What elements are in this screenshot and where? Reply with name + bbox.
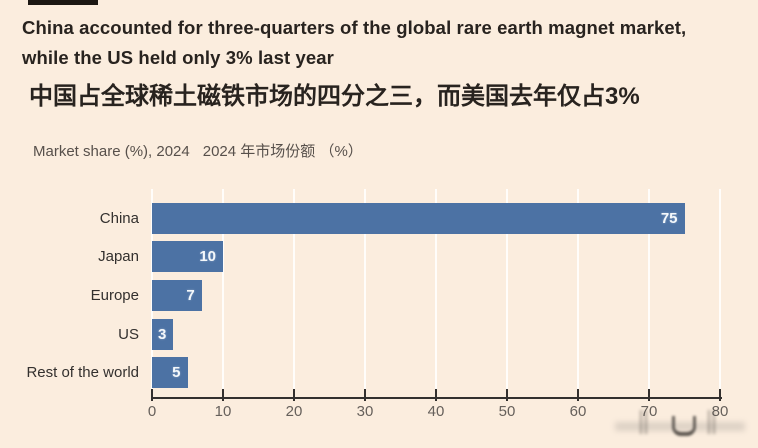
top-marker-bar [28, 0, 98, 5]
x-axis-tick [506, 389, 508, 401]
gridline-40 [435, 189, 437, 397]
x-axis-tick-label: 80 [711, 403, 729, 420]
bar-europe: 7 [152, 279, 202, 311]
category-label: Rest of the world [26, 364, 139, 382]
chart-subtitle-zh: 2024 年市场份额 （%） [202, 143, 363, 160]
x-axis-tick [364, 389, 366, 401]
x-axis-tick [577, 389, 579, 401]
value-label: 75 [660, 209, 678, 227]
chart-title-en: China accounted for three-quarters of th… [22, 13, 686, 73]
x-axis-tick-label: 10 [214, 403, 232, 420]
bar-chart: China 75 Japan 10 Europe 7 US 3 Rest of the worl… [0, 189, 758, 439]
gridline-30 [364, 189, 366, 397]
category-label: China [99, 209, 139, 227]
x-axis-tick [151, 389, 153, 401]
x-axis-tick [222, 389, 224, 401]
bar-japan: 10 [152, 241, 223, 273]
x-axis-tick [435, 389, 437, 401]
gridline-20 [293, 189, 295, 397]
value-label: 10 [199, 248, 216, 266]
gridline-50 [506, 189, 508, 397]
chart-subtitle-en: Market share (%), 2024 [33, 143, 190, 160]
x-axis-tick-label: 70 [640, 403, 658, 420]
bar-china: 75 [152, 202, 685, 234]
chart-title-zh: 中国占全球稀土磁铁市场的四分之三，而美国去年仅占3% [29, 83, 640, 110]
x-axis-tick-label: 60 [569, 403, 587, 420]
category-label: Japan [98, 248, 139, 266]
chart-title-en-line2: while the US held only 3% last year [22, 47, 334, 68]
x-axis-tick-label: 0 [147, 403, 157, 420]
chart-title-en-line1: China accounted for three-quarters of th… [22, 17, 687, 38]
bar-rest-of-the-world: 5 [152, 357, 188, 389]
x-axis-tick [648, 389, 650, 401]
category-label: Europe [90, 286, 139, 304]
x-axis-tick-label: 30 [356, 403, 374, 420]
x-axis-tick [293, 389, 295, 401]
value-label: 3 [157, 325, 167, 343]
x-axis-tick-label: 20 [285, 403, 303, 420]
x-axis-line [152, 397, 722, 399]
value-label: 5 [172, 364, 181, 382]
gridline-70 [648, 189, 650, 397]
x-axis-tick-label: 40 [427, 403, 445, 420]
x-axis-tick-label: 50 [498, 403, 516, 420]
x-axis-tick [719, 389, 721, 401]
value-label: 7 [186, 286, 195, 304]
category-label: US [118, 325, 139, 343]
gridline-10 [222, 189, 224, 397]
gridline-60 [577, 189, 579, 397]
bar-us: 3 [152, 318, 174, 350]
chart-subtitle: Market share (%), 2024 2024 年市场份额 （%） [33, 140, 363, 161]
gridline-80 [719, 189, 721, 397]
